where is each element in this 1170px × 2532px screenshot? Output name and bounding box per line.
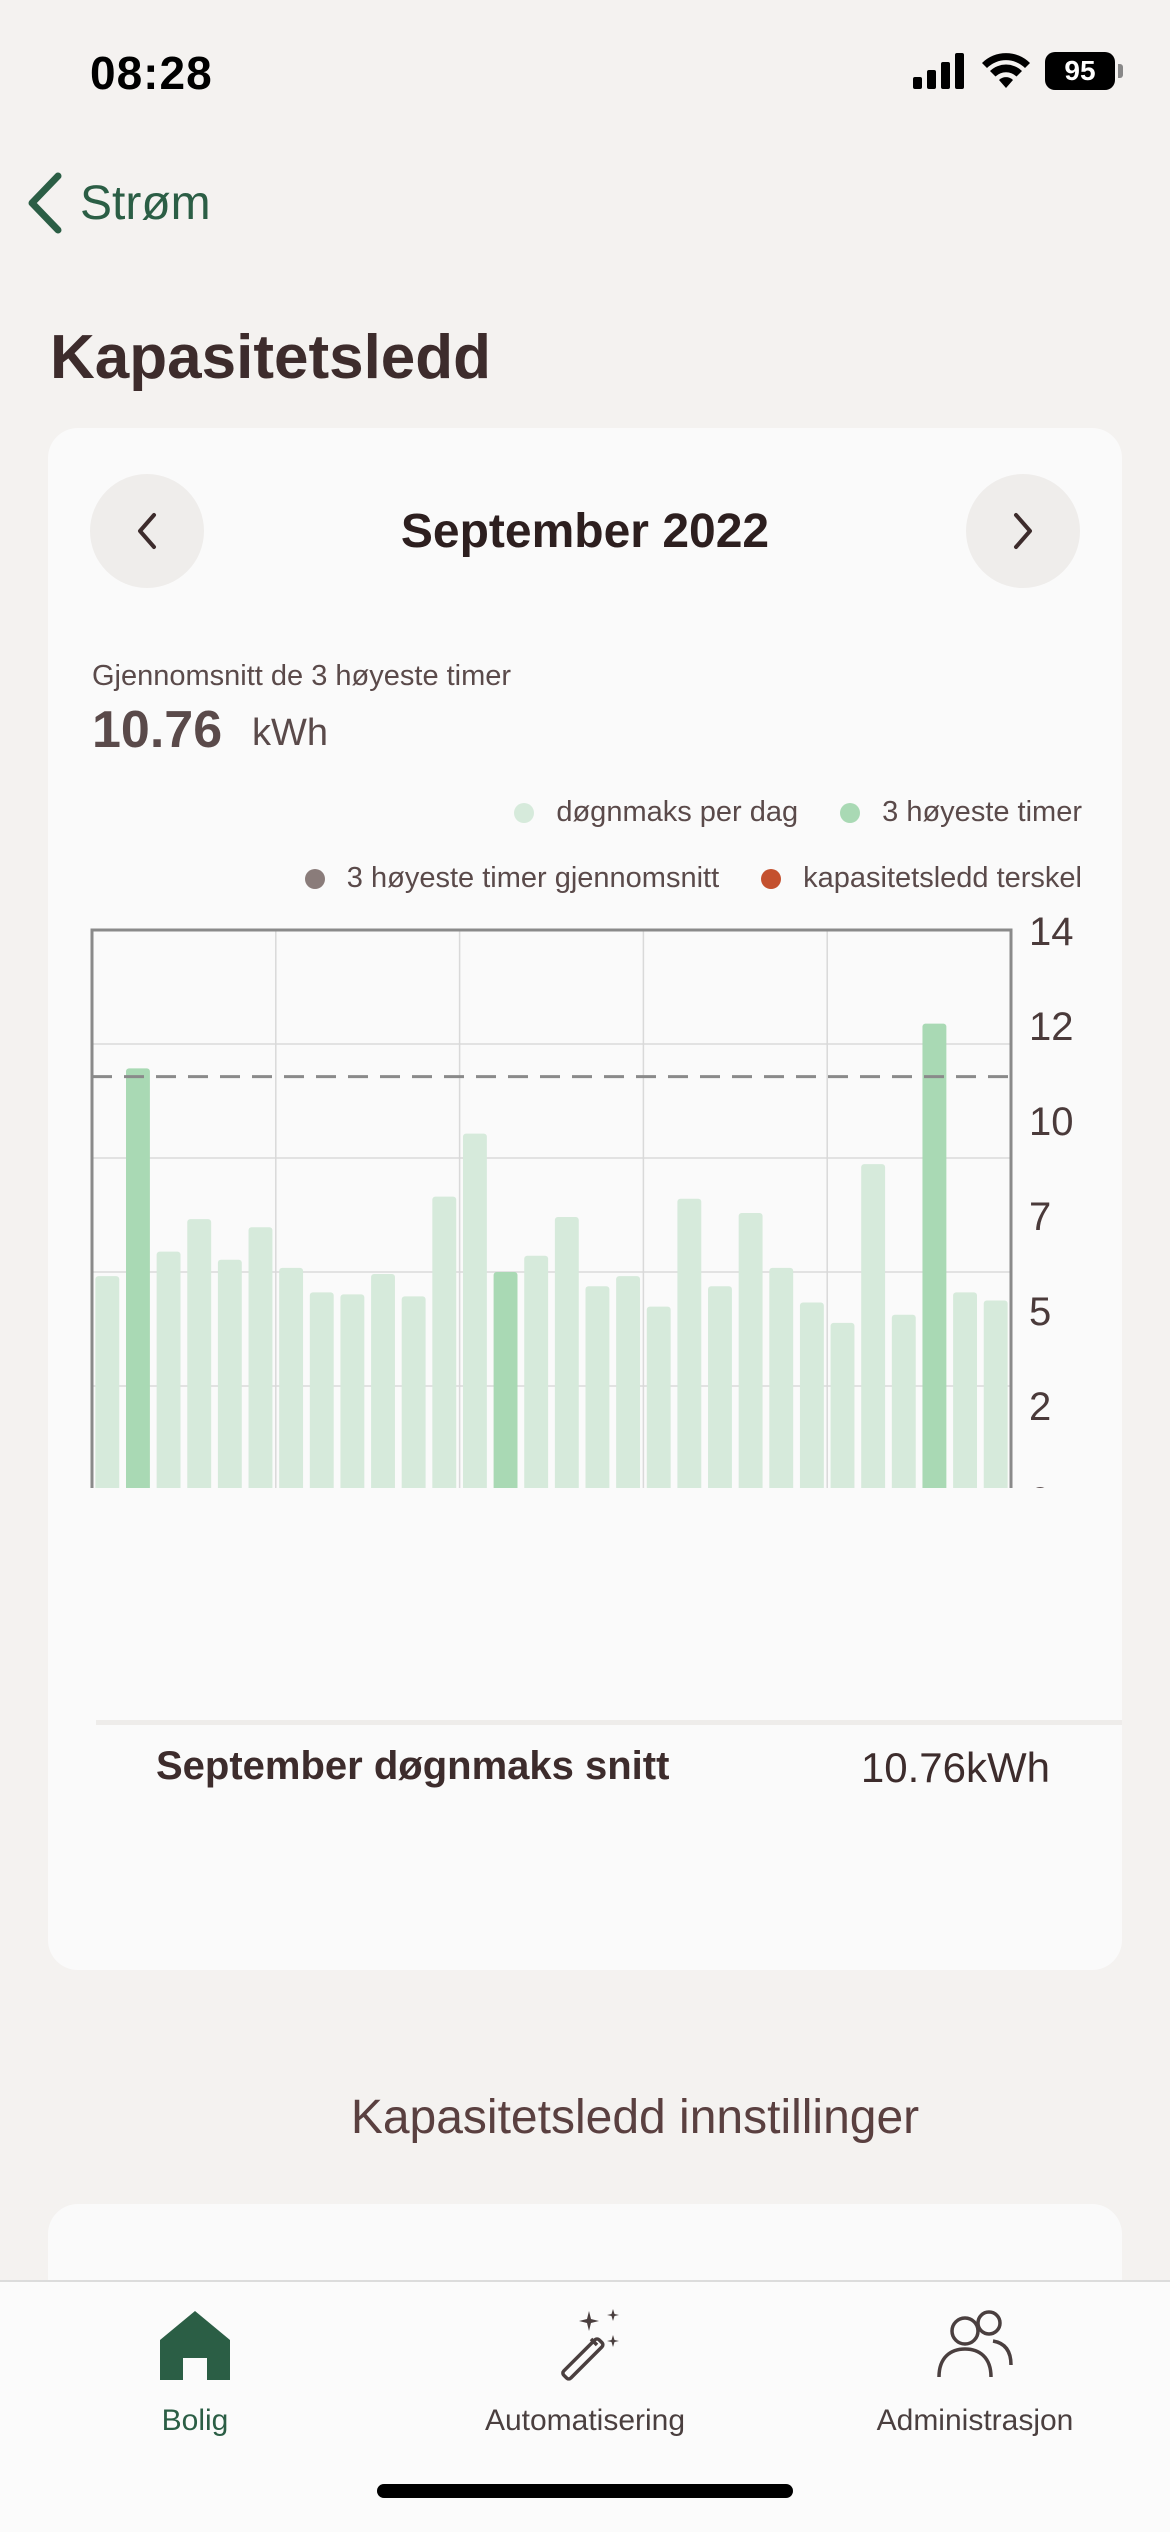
bar-day-30 bbox=[983, 1300, 1008, 1488]
bar-day-1 bbox=[95, 1276, 120, 1488]
bar-day-23 bbox=[769, 1267, 794, 1488]
y-tick-label: 12 bbox=[1029, 1005, 1074, 1049]
legend-dot bbox=[304, 868, 325, 889]
chevron-left-icon bbox=[28, 172, 62, 234]
bar-day-7 bbox=[279, 1267, 304, 1488]
bar-day-10 bbox=[371, 1274, 395, 1488]
bar-top3-day-14 bbox=[493, 1272, 518, 1488]
bar-day-13 bbox=[462, 1133, 487, 1488]
legend-label: døgnmaks per dag bbox=[556, 796, 799, 828]
tab-label: Bolig bbox=[161, 2404, 229, 2437]
legend-dot bbox=[514, 802, 535, 823]
bar-day-11 bbox=[401, 1296, 426, 1488]
legend-item-top3: 3 høyeste timer bbox=[840, 796, 1082, 829]
divider bbox=[96, 1720, 1122, 1725]
tab-label: Automatisering bbox=[484, 2404, 686, 2437]
average-unit: kWh bbox=[252, 712, 328, 754]
tab-label: Administrasjon bbox=[876, 2404, 1074, 2437]
house-icon bbox=[157, 2300, 233, 2390]
legend-item-threshold: kapasitetsledd terskel bbox=[761, 862, 1082, 895]
bar-day-17 bbox=[585, 1286, 610, 1488]
legend-dot bbox=[840, 802, 861, 823]
y-tick-label: 2 bbox=[1029, 1385, 1051, 1429]
legend-row: 3 høyeste timer gjennomsnitt kapasitetsl… bbox=[281, 862, 1082, 895]
tab-bolig[interactable]: Bolig bbox=[0, 2282, 390, 2442]
bar-day-27 bbox=[891, 1314, 916, 1488]
bar-day-8 bbox=[309, 1292, 334, 1488]
bar-day-6 bbox=[248, 1227, 273, 1488]
bar-day-3 bbox=[156, 1251, 181, 1488]
bar-day-12 bbox=[432, 1196, 457, 1488]
bar-day-16 bbox=[554, 1217, 579, 1488]
next-month-button[interactable] bbox=[966, 474, 1080, 588]
y-tick-label: 10 bbox=[1029, 1100, 1074, 1144]
bar-day-26 bbox=[861, 1164, 886, 1488]
summary-label: September døgnmaks snitt bbox=[156, 1744, 670, 1788]
wifi-icon bbox=[982, 53, 1030, 88]
y-tick-label: 7 bbox=[1029, 1195, 1051, 1239]
legend-row: døgnmaks per dag 3 høyeste timer bbox=[490, 796, 1082, 829]
status-time: 08:28 bbox=[90, 47, 213, 99]
bar-day-19 bbox=[646, 1306, 671, 1488]
bar-day-15 bbox=[524, 1255, 549, 1488]
month-navigator: September 2022 bbox=[90, 474, 1080, 588]
status-bar: 08:28 95 bbox=[0, 0, 1170, 140]
legend-label: 3 høyeste timer gjennomsnitt bbox=[346, 862, 720, 894]
bar-day-29 bbox=[953, 1292, 977, 1488]
month-title: September 2022 bbox=[400, 505, 770, 558]
plot-border bbox=[90, 928, 1013, 1488]
tab-automatisering[interactable]: Automatisering bbox=[390, 2282, 780, 2442]
bar-day-9 bbox=[340, 1294, 365, 1488]
cellular-signal-icon bbox=[913, 53, 964, 89]
average-label: Gjennomsnitt de 3 høyeste timer bbox=[92, 660, 512, 692]
battery-icon: 95 bbox=[1045, 52, 1123, 90]
bar-top3-day-28 bbox=[922, 1023, 947, 1488]
bar-day-24 bbox=[799, 1302, 824, 1488]
back-button-label: Strøm bbox=[80, 176, 211, 230]
capacity-bar-chart: 02571012141713192530 bbox=[90, 910, 1074, 1488]
chevron-left-icon bbox=[138, 513, 156, 549]
bar-day-22 bbox=[738, 1212, 763, 1488]
y-tick-label: 14 bbox=[1029, 910, 1074, 954]
average-value: 10.76 bbox=[92, 701, 223, 759]
home-indicator bbox=[377, 2484, 793, 2498]
page-title: Kapasitetsledd bbox=[50, 323, 492, 392]
capacity-card: September 2022 Gjennomsnitt de 3 høyeste… bbox=[48, 428, 1122, 1970]
legend-label: kapasitetsledd terskel bbox=[803, 862, 1082, 894]
bar-day-18 bbox=[616, 1276, 641, 1488]
legend-item-daily-max: døgnmaks per dag bbox=[514, 796, 798, 829]
bar-day-5 bbox=[217, 1259, 242, 1488]
summary-value: 10.76kWh bbox=[860, 1744, 1050, 1791]
y-tick-label: 0 bbox=[1029, 1480, 1051, 1488]
y-tick-label: 5 bbox=[1029, 1290, 1051, 1334]
status-icons: 95 bbox=[913, 52, 1123, 90]
bar-day-21 bbox=[708, 1286, 732, 1488]
magic-wand-icon bbox=[545, 2300, 625, 2390]
tab-administrasjon[interactable]: Administrasjon bbox=[780, 2282, 1170, 2442]
plot-area bbox=[92, 930, 1011, 1488]
bar-day-4 bbox=[187, 1219, 212, 1488]
users-icon bbox=[935, 2300, 1015, 2390]
legend-label: 3 høyeste timer bbox=[882, 796, 1082, 828]
battery-level: 95 bbox=[1064, 55, 1096, 86]
legend-dot bbox=[761, 868, 782, 889]
previous-month-button[interactable] bbox=[90, 474, 204, 588]
chevron-right-icon bbox=[1014, 513, 1032, 549]
back-button[interactable]: Strøm bbox=[24, 172, 211, 234]
bar-day-20 bbox=[677, 1198, 702, 1488]
settings-section-title: Kapasitetsledd innstillinger bbox=[350, 2091, 920, 2144]
bar-day-25 bbox=[830, 1322, 855, 1488]
bar-top3-day-2 bbox=[126, 1068, 150, 1488]
legend-item-top3-average: 3 høyeste timer gjennomsnitt bbox=[304, 862, 720, 895]
